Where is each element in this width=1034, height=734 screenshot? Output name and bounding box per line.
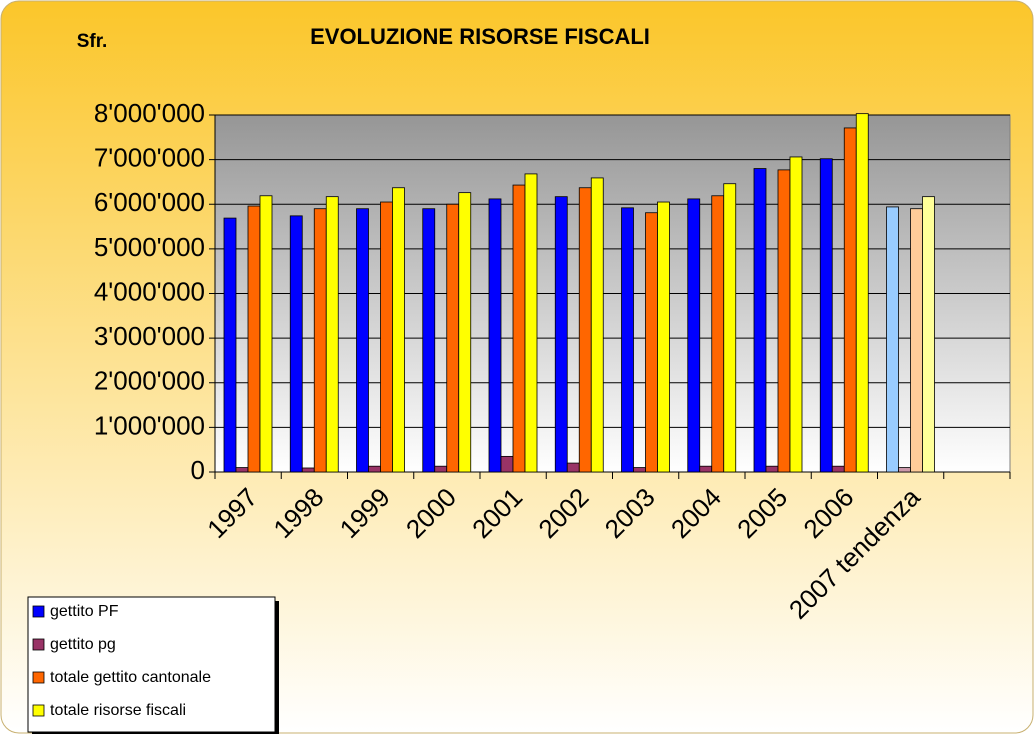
bar [223,217,237,473]
bar [488,198,502,473]
bar [259,195,273,473]
bar [855,113,869,473]
bar [434,465,448,473]
bar [590,177,604,473]
legend-swatch [32,638,45,651]
legend-swatch [32,671,45,684]
bar [910,208,923,473]
bar [777,169,791,473]
bar [458,192,472,473]
y-tick-label: 2'000'000 [94,366,205,396]
bar [512,184,526,473]
bar [301,467,315,473]
bar [380,201,393,473]
bar [922,196,935,473]
y-tick-label: 6'000'000 [94,187,205,217]
bar [356,208,369,473]
bar [723,183,737,473]
bar [313,208,327,473]
bar [422,208,436,473]
y-tick-label: 0 [191,455,205,485]
legend-label: totale gettito cantonale [50,669,211,686]
y-tick-label: 7'000'000 [94,143,205,173]
bar [765,465,779,473]
bar [831,465,845,473]
bar [753,168,767,473]
bar [789,156,803,473]
bar [235,467,249,473]
bar [578,187,592,473]
y-tick-label: 4'000'000 [94,276,205,306]
unit-label: Sfr. [77,31,108,52]
bar [446,203,460,473]
bar [392,187,405,473]
bar [566,462,580,473]
legend-label: totale risorse fiscali [50,702,186,719]
y-tick-label: 1'000'000 [94,410,205,440]
bar [886,206,899,473]
legend-label: gettito pg [50,636,116,653]
legend [27,596,276,733]
y-tick-label: 5'000'000 [94,232,205,262]
bar [711,195,725,473]
bar [645,212,658,473]
chart-title: EVOLUZIONE RISORSE FISCALI [310,24,650,49]
bar [325,196,339,473]
bar [633,467,646,473]
bar [554,196,568,473]
legend-swatch [32,605,45,618]
bar [843,127,857,473]
bar [699,465,713,473]
bar [524,173,538,473]
y-tick-label: 8'000'000 [94,98,205,128]
bar [687,198,701,473]
bar [621,207,634,473]
bar [368,465,381,473]
y-tick-label: 3'000'000 [94,321,205,351]
bar [289,215,303,473]
legend-label: gettito PF [50,603,119,620]
legend-swatch [32,704,45,717]
bar [657,201,670,473]
bar [500,455,514,473]
bar [898,467,911,473]
bar [247,205,261,473]
bar [819,158,833,473]
